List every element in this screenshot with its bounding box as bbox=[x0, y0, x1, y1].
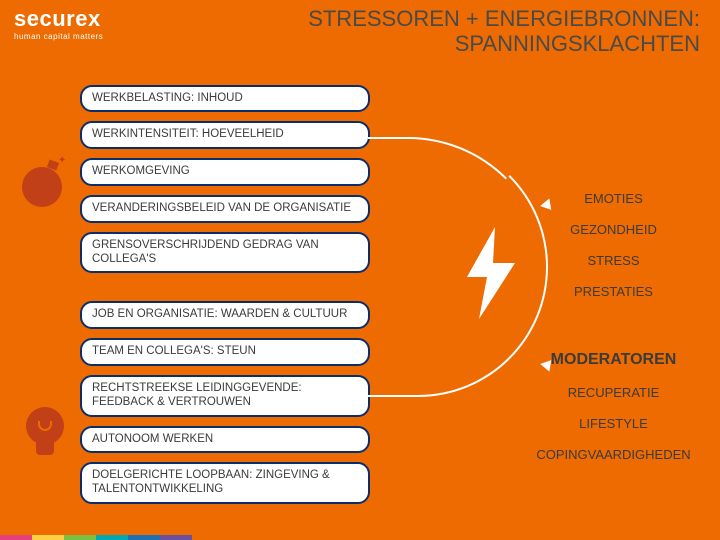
moderator-item: COPINGVAARDIGHEDEN bbox=[531, 443, 696, 466]
left-column: WERKBELASTING: INHOUD WERKINTENSITEIT: H… bbox=[80, 85, 370, 504]
factor-box: AUTONOOM WERKEN bbox=[80, 426, 370, 454]
factor-box: DOELGERICHTE LOOPBAAN: ZINGEVING & TALEN… bbox=[80, 462, 370, 504]
lightning-icon bbox=[460, 227, 522, 319]
moderator-item: LIFESTYLE bbox=[531, 412, 696, 435]
bomb-icon: ✦ bbox=[18, 157, 68, 207]
outcome-item: STRESS bbox=[531, 249, 696, 272]
logo-tagline: human capital matters bbox=[14, 32, 103, 41]
title-line-1: STRESSOREN + ENERGIEBRONNEN: bbox=[308, 6, 700, 31]
title-line-2: SPANNINGSKLACHTEN bbox=[455, 31, 700, 56]
factor-box: WERKOMGEVING bbox=[80, 158, 370, 186]
footer-color-bars bbox=[0, 535, 192, 540]
factor-box: JOB EN ORGANISATIE: WAARDEN & CULTUUR bbox=[80, 301, 370, 329]
outcome-item: EMOTIES bbox=[531, 187, 696, 210]
outcome-item: PRESTATIES bbox=[531, 280, 696, 303]
factor-box: VERANDERINGSBELEID VAN DE ORGANISATIE bbox=[80, 195, 370, 223]
factor-box: WERKINTENSITEIT: HOEVEELHEID bbox=[80, 121, 370, 149]
right-column: EMOTIES GEZONDHEID STRESS PRESTATIES MOD… bbox=[531, 187, 696, 466]
factor-box: RECHTSTREEKSE LEIDINGGEVENDE: FEEDBACK &… bbox=[80, 375, 370, 417]
outcome-item: GEZONDHEID bbox=[531, 218, 696, 241]
factor-box: TEAM EN COLLEGA'S: STEUN bbox=[80, 338, 370, 366]
moderator-title: MODERATOREN bbox=[531, 347, 696, 373]
moderator-item: RECUPERATIE bbox=[531, 381, 696, 404]
logo-brand: securex bbox=[14, 8, 103, 30]
slide-title: STRESSOREN + ENERGIEBRONNEN: SPANNINGSKL… bbox=[121, 6, 706, 57]
factor-box: WERKBELASTING: INHOUD bbox=[80, 85, 370, 113]
factor-box: GRENSOVERSCHRIJDEND GEDRAG VAN COLLEGA'S bbox=[80, 232, 370, 274]
lightbulb-icon bbox=[22, 407, 68, 465]
logo: securex human capital matters bbox=[14, 6, 103, 41]
